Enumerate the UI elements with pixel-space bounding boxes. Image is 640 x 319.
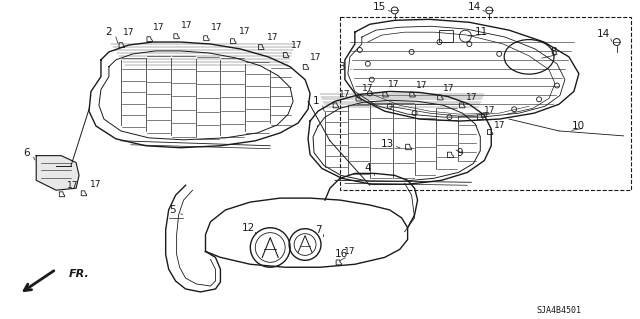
Text: 17: 17 bbox=[465, 93, 477, 102]
Text: 4: 4 bbox=[364, 163, 371, 174]
Text: 17: 17 bbox=[211, 23, 222, 32]
Text: 17: 17 bbox=[181, 21, 193, 30]
Text: FR.: FR. bbox=[69, 269, 90, 279]
Text: 17: 17 bbox=[266, 33, 278, 41]
Polygon shape bbox=[36, 156, 79, 190]
Text: 17: 17 bbox=[443, 84, 454, 93]
Text: 17: 17 bbox=[388, 80, 399, 89]
Text: 2: 2 bbox=[106, 27, 112, 37]
Bar bbox=[440, 30, 453, 42]
Text: 17: 17 bbox=[90, 180, 102, 189]
Text: 17: 17 bbox=[362, 84, 374, 93]
Text: 15: 15 bbox=[373, 3, 387, 12]
Text: 17: 17 bbox=[67, 181, 79, 190]
Text: 17: 17 bbox=[344, 247, 356, 256]
Text: 3: 3 bbox=[339, 62, 345, 72]
Text: 6: 6 bbox=[23, 148, 29, 158]
Text: 14: 14 bbox=[468, 3, 481, 12]
Text: 14: 14 bbox=[597, 29, 611, 39]
Text: 7: 7 bbox=[315, 225, 321, 235]
Text: 9: 9 bbox=[456, 148, 463, 158]
Text: 17: 17 bbox=[123, 28, 134, 37]
Text: 17: 17 bbox=[239, 27, 250, 36]
Text: 17: 17 bbox=[153, 23, 164, 32]
Text: 11: 11 bbox=[475, 27, 488, 37]
Text: 10: 10 bbox=[572, 121, 586, 131]
Bar bbox=[340, 17, 630, 190]
Text: 17: 17 bbox=[291, 41, 303, 50]
Text: 12: 12 bbox=[242, 223, 255, 233]
Text: 17: 17 bbox=[493, 121, 505, 130]
Text: SJA4B4501: SJA4B4501 bbox=[536, 306, 582, 315]
Text: 16: 16 bbox=[335, 249, 349, 259]
Text: 5: 5 bbox=[170, 205, 176, 215]
Text: 8: 8 bbox=[550, 47, 557, 57]
Text: 17: 17 bbox=[339, 90, 351, 99]
Text: 17: 17 bbox=[416, 81, 428, 90]
Text: 17: 17 bbox=[310, 53, 322, 62]
Text: 1: 1 bbox=[313, 96, 319, 106]
Text: 13: 13 bbox=[381, 139, 394, 149]
Text: 17: 17 bbox=[483, 106, 495, 115]
